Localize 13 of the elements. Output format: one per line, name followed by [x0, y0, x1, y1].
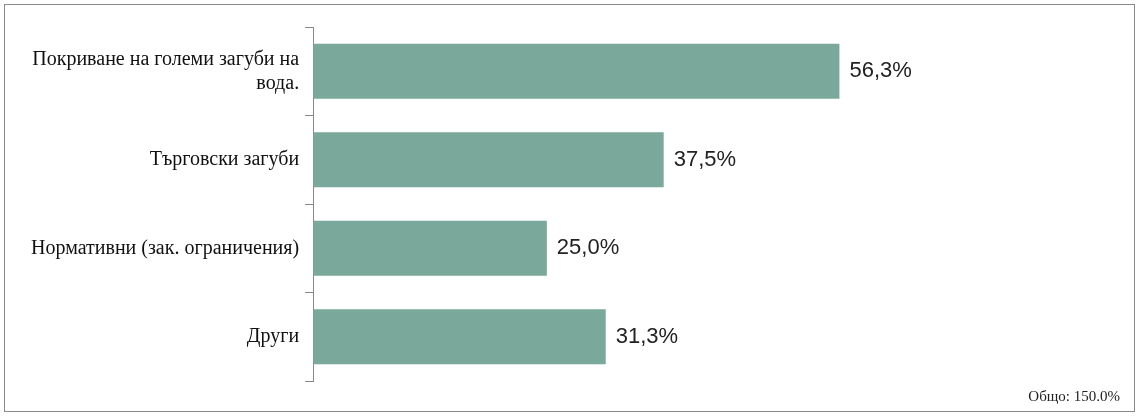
y-tick-label: Търговски загуби [149, 147, 300, 170]
y-tick-label: Други [246, 324, 300, 347]
data-label: 31,3% [615, 322, 679, 348]
bar [313, 220, 547, 276]
y-tick-label: Нормативни (зак. ограничения) [31, 235, 300, 259]
data-label: 56,3% [849, 57, 912, 83]
data-label: 37,5% [673, 145, 737, 171]
bar [313, 132, 664, 188]
bar [313, 43, 840, 99]
bar [313, 309, 606, 365]
data-label: 25,0% [556, 234, 620, 260]
y-tick-label: Покриване на големи загуби на вода. [32, 46, 300, 94]
text: Общо: 150.0% [1028, 388, 1120, 405]
